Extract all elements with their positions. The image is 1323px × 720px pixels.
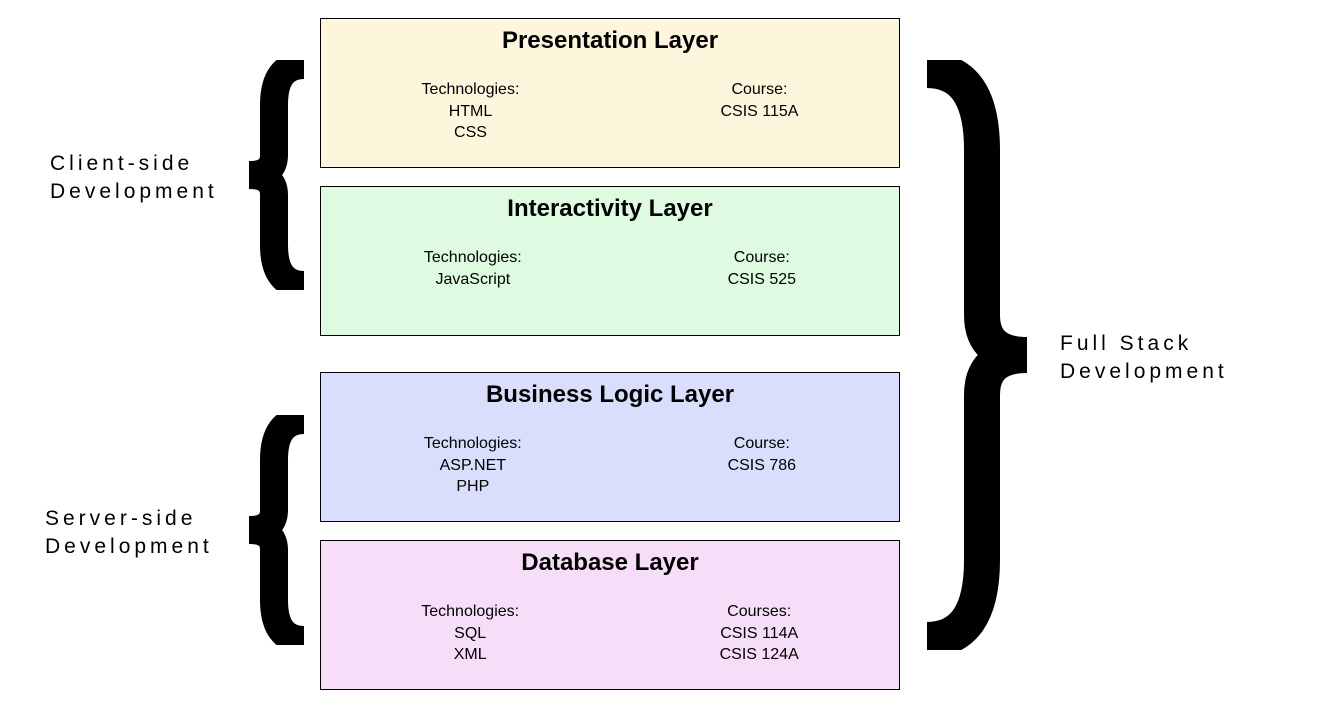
tech-label: Technologies: <box>421 601 519 623</box>
layer-content: Technologies: HTML CSS Course: CSIS 115A <box>321 79 899 144</box>
label-line1: Client-side <box>50 150 218 178</box>
course-col: Course: CSIS 525 <box>728 247 796 290</box>
tech-items: HTML CSS <box>422 101 520 144</box>
tech-col: Technologies: JavaScript <box>424 247 522 290</box>
tech-label: Technologies: <box>424 433 522 455</box>
label-client-side: Client-side Development <box>50 150 218 207</box>
tech-items: ASP.NET PHP <box>424 455 522 498</box>
course-items: CSIS 114A CSIS 124A <box>720 623 799 666</box>
layer-title: Database Layer <box>321 549 899 577</box>
tech-items: JavaScript <box>424 269 522 291</box>
course-label: Course: <box>728 247 796 269</box>
layer-presentation: Presentation Layer Technologies: HTML CS… <box>320 18 900 168</box>
layer-content: Technologies: SQL XML Courses: CSIS 114A… <box>321 601 899 666</box>
tech-col: Technologies: HTML CSS <box>422 79 520 144</box>
layer-title: Business Logic Layer <box>321 381 899 409</box>
course-items: CSIS 525 <box>728 269 796 291</box>
brace-left-client-icon <box>224 60 314 290</box>
course-col: Course: CSIS 115A <box>720 79 798 144</box>
layer-content: Technologies: JavaScript Course: CSIS 52… <box>321 247 899 290</box>
layer-title: Interactivity Layer <box>321 195 899 223</box>
brace-right-full-icon <box>912 60 1042 650</box>
tech-col: Technologies: ASP.NET PHP <box>424 433 522 498</box>
course-col: Courses: CSIS 114A CSIS 124A <box>720 601 799 666</box>
label-line1: Server-side <box>45 505 213 533</box>
label-line2: Development <box>50 178 218 206</box>
brace-left-server-icon <box>224 415 314 645</box>
course-label: Courses: <box>720 601 799 623</box>
course-col: Course: CSIS 786 <box>728 433 796 498</box>
tech-label: Technologies: <box>422 79 520 101</box>
tech-label: Technologies: <box>424 247 522 269</box>
layer-interactivity: Interactivity Layer Technologies: JavaSc… <box>320 186 900 336</box>
course-items: CSIS 115A <box>720 101 798 123</box>
layer-business-logic: Business Logic Layer Technologies: ASP.N… <box>320 372 900 522</box>
tech-col: Technologies: SQL XML <box>421 601 519 666</box>
label-server-side: Server-side Development <box>45 505 213 562</box>
course-items: CSIS 786 <box>728 455 796 477</box>
course-label: Course: <box>720 79 798 101</box>
label-line2: Development <box>1060 358 1228 386</box>
tech-items: SQL XML <box>421 623 519 666</box>
layer-content: Technologies: ASP.NET PHP Course: CSIS 7… <box>321 433 899 498</box>
label-full-stack: Full Stack Development <box>1060 330 1228 387</box>
layer-database: Database Layer Technologies: SQL XML Cou… <box>320 540 900 690</box>
label-line2: Development <box>45 533 213 561</box>
course-label: Course: <box>728 433 796 455</box>
label-line1: Full Stack <box>1060 330 1228 358</box>
layer-title: Presentation Layer <box>321 27 899 55</box>
